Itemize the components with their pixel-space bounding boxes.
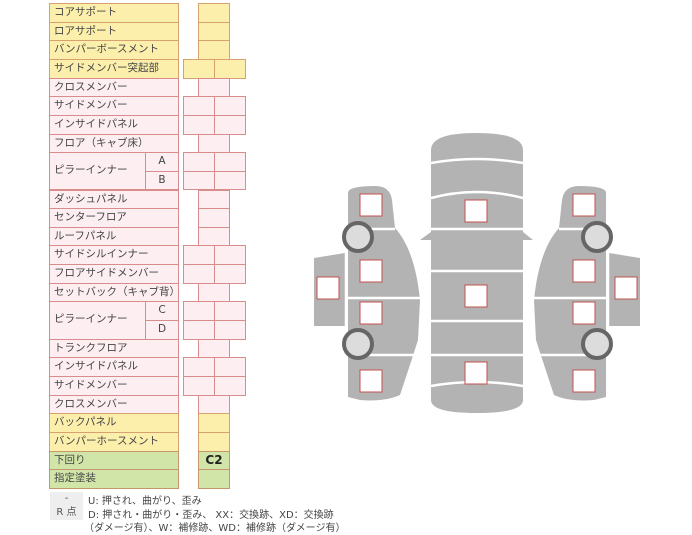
car-arrow-right [523,232,533,240]
check-cell[interactable] [214,170,246,191]
check-cell[interactable]: C2 [198,450,230,471]
damage-marker[interactable] [464,199,488,223]
damage-marker[interactable] [359,259,383,283]
check-cell[interactable] [214,58,246,79]
row-label: バンパーボースメント [49,40,179,60]
row-label: センターフロア [49,208,179,228]
car-side-left [348,186,420,401]
row-label: サイドシルインナー [49,245,179,266]
damage-marker[interactable] [359,193,383,217]
car-body-top [431,133,523,413]
wheels [342,221,613,360]
check-cell[interactable] [198,469,230,489]
damage-marker[interactable] [572,301,596,325]
legend-text-d: D: 押され・曲がり・歪み、 XX：交換跡、XD：交換跡 [88,510,334,521]
car-arrow-left [420,232,431,240]
legend-text-w: （ダメージ有）、W：補修跡、WD：補修跡（ダメージ有） [84,523,346,534]
damage-marker[interactable] [572,193,596,217]
check-cell[interactable] [214,114,246,135]
legend-key-dash: - [50,492,83,506]
row-sublabel: A [145,152,179,172]
damage-marker[interactable] [316,276,340,300]
wheel-icon [581,328,613,360]
car-side-right [534,186,606,401]
check-cell[interactable] [214,264,246,284]
row-sublabel: C [145,301,179,322]
row-label: 指定塗装 [49,469,179,489]
row-label: クロスメンバー [49,394,179,415]
row-label: バンパーホースメント [49,431,179,452]
wheel-icon [342,328,374,360]
row-label: バックパネル [49,413,179,433]
row-label: フロア（キャブ床） [49,133,179,154]
damage-marker[interactable] [359,301,383,325]
row-label: フロアサイドメンバー [49,264,179,284]
damage-marker[interactable] [464,361,488,385]
damage-marker[interactable] [572,259,596,283]
wheel-icon [581,221,613,253]
row-label: ピラーインナー [49,301,146,340]
row-label: インサイドパネル [49,114,179,135]
check-cell[interactable] [214,376,246,396]
damage-marker[interactable] [464,284,488,308]
damage-marker[interactable] [614,276,638,300]
damage-marker[interactable] [359,369,383,393]
row-label: ピラーインナー [49,152,146,191]
legend-key-r: R 点 [50,506,83,520]
row-label: クロスメンバー [49,77,179,98]
row-label: サイドメンバー突起部 [49,58,179,79]
row-label: サイドメンバー [49,96,179,116]
damage-marker[interactable] [572,369,596,393]
check-cell[interactable] [214,320,246,340]
legend-text-u: U: 押され、曲がり、歪み [88,496,202,507]
wheel-icon [342,221,374,253]
